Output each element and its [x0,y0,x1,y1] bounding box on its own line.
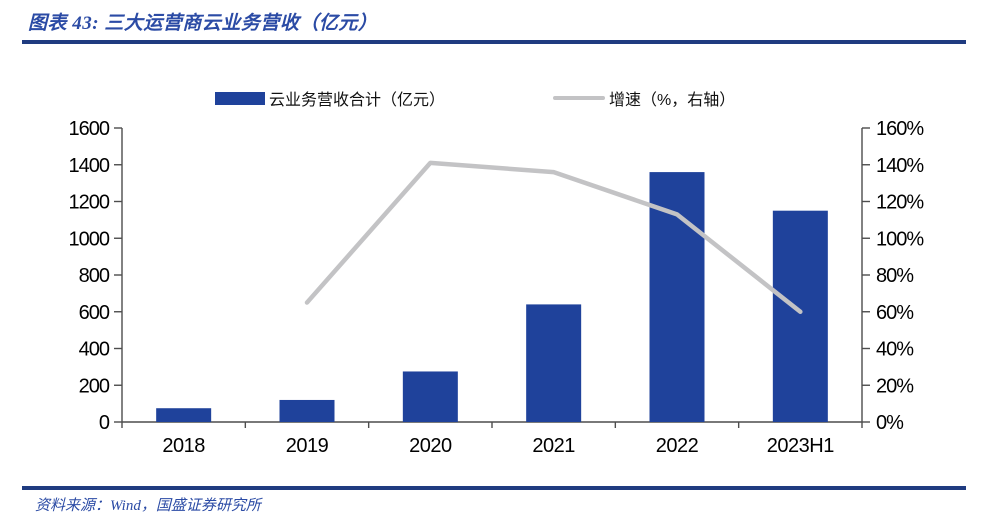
right-axis-label: 140% [876,155,924,177]
x-axis-label: 2023H1 [767,435,834,457]
legend-label-revenue: 云业务营收合计（亿元） [269,92,446,109]
bar-2018 [156,408,212,422]
right-axis-label: 40% [876,339,914,361]
right-axis-label: 60% [876,302,914,324]
right-axis-label: 0% [876,412,904,434]
bar-2021 [526,304,582,422]
legend-item-growth: 增速（%，右轴） [553,84,735,112]
left-axis-label: 1400 [69,155,110,177]
right-axis-label: 120% [876,192,924,214]
source-note: 资料来源：Wind，国盛证券研究所 [35,498,261,514]
left-axis-label: 600 [79,302,110,324]
line-swatch-icon [553,95,605,101]
bar-swatch-icon [215,91,265,105]
legend-label-growth: 增速（%，右轴） [609,92,736,109]
x-axis-label: 2021 [532,435,575,457]
right-axis-label: 80% [876,265,914,287]
footer-rule [22,486,966,490]
figure-title: 图表 43: 三大运营商云业务营收（亿元） [28,13,378,34]
chart-legend: 云业务营收合计（亿元） 增速（%，右轴） [0,84,992,112]
x-axis-label: 2019 [286,435,329,457]
left-axis-label: 200 [79,375,110,397]
right-axis-label: 100% [876,228,924,250]
right-axis-label: 20% [876,375,914,397]
left-axis-label: 1000 [69,228,110,250]
x-axis-label: 2018 [162,435,205,457]
right-axis-label: 160% [876,118,924,140]
title-rule [22,40,966,44]
left-axis-label: 800 [79,265,110,287]
x-axis-label: 2020 [409,435,452,457]
growth-line [304,160,803,314]
bar-2023H1 [772,210,828,422]
legend-item-revenue: 云业务营收合计（亿元） [215,84,445,112]
left-axis-label: 1600 [69,118,110,140]
left-axis-label: 400 [79,339,110,361]
x-axis-label: 2022 [656,435,699,457]
bar-2019 [279,399,335,422]
left-axis-label: 1200 [69,192,110,214]
left-axis-label: 0 [99,412,110,434]
bar-2020 [402,371,458,422]
